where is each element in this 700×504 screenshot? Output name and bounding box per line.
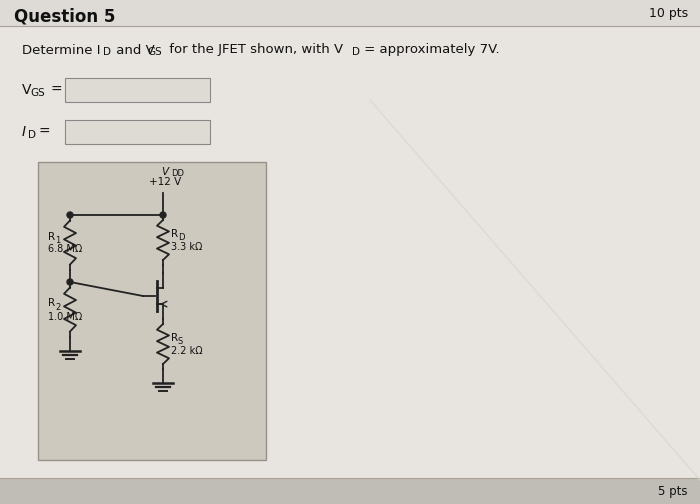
Text: D: D bbox=[352, 47, 360, 57]
Text: Determine I: Determine I bbox=[22, 43, 101, 56]
Text: 6.8 MΩ: 6.8 MΩ bbox=[48, 244, 83, 255]
Text: =: = bbox=[38, 125, 50, 139]
Bar bbox=[38, 162, 266, 460]
Text: 2.2 kΩ: 2.2 kΩ bbox=[171, 346, 202, 356]
Text: R: R bbox=[171, 333, 178, 343]
Text: I: I bbox=[22, 125, 26, 139]
Text: DD: DD bbox=[171, 169, 184, 178]
Text: 1.0 MΩ: 1.0 MΩ bbox=[48, 311, 83, 322]
Text: 2: 2 bbox=[55, 303, 60, 312]
Text: D: D bbox=[103, 47, 111, 57]
Text: R: R bbox=[171, 229, 178, 239]
Text: for the JFET shown, with V: for the JFET shown, with V bbox=[165, 43, 343, 56]
Text: S: S bbox=[178, 338, 183, 347]
Bar bbox=[0, 0, 700, 26]
Bar bbox=[65, 78, 210, 102]
Text: 3.3 kΩ: 3.3 kΩ bbox=[171, 242, 202, 252]
Text: +12 V: +12 V bbox=[149, 177, 181, 187]
Text: V: V bbox=[22, 83, 32, 97]
Text: and V: and V bbox=[112, 43, 155, 56]
Text: Question 5: Question 5 bbox=[14, 7, 116, 25]
Circle shape bbox=[160, 212, 166, 218]
Bar bbox=[65, 120, 210, 144]
Circle shape bbox=[67, 279, 73, 285]
Text: 1: 1 bbox=[55, 236, 60, 245]
Text: D: D bbox=[178, 233, 185, 242]
Text: R: R bbox=[48, 298, 55, 308]
Text: = approximately 7V.: = approximately 7V. bbox=[360, 43, 500, 56]
Circle shape bbox=[67, 212, 73, 218]
Text: D: D bbox=[28, 130, 36, 140]
Text: R: R bbox=[48, 231, 55, 241]
Text: 5 pts: 5 pts bbox=[659, 484, 688, 497]
Text: V: V bbox=[162, 167, 169, 177]
Bar bbox=[0, 478, 700, 504]
Text: GS: GS bbox=[30, 88, 45, 98]
Text: 10 pts: 10 pts bbox=[649, 8, 688, 21]
Text: =: = bbox=[50, 83, 62, 97]
Text: GS: GS bbox=[147, 47, 162, 57]
